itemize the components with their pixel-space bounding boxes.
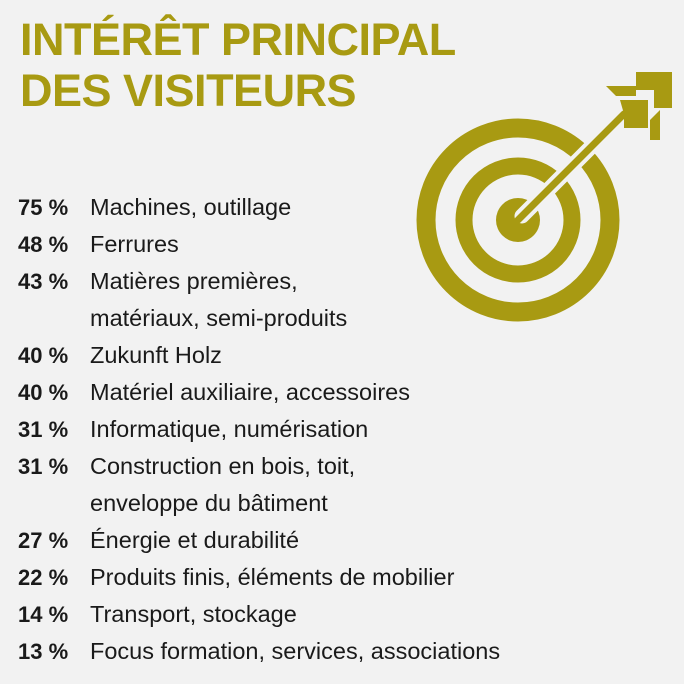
label-line: Informatique, numérisation bbox=[90, 416, 369, 442]
target-rings bbox=[416, 118, 620, 322]
label-line: Matières premières, bbox=[90, 268, 298, 294]
list-item: 31 % Informatique, numérisation bbox=[18, 411, 658, 448]
category-label: Focus formation, services, associations bbox=[90, 633, 500, 670]
category-label: Ferrures bbox=[90, 226, 179, 263]
list-item: 14 % Transport, stockage bbox=[18, 596, 658, 633]
list-item: 31 % Construction en bois, toit, envelop… bbox=[18, 448, 658, 522]
category-label: Transport, stockage bbox=[90, 596, 297, 633]
category-label: Machines, outillage bbox=[90, 189, 291, 226]
percentage: 22 % bbox=[18, 565, 69, 590]
label-line: Transport, stockage bbox=[90, 601, 297, 627]
percentage: 40 % bbox=[18, 343, 69, 368]
target-arrow-icon bbox=[416, 72, 672, 322]
percentage: 14 % bbox=[18, 602, 69, 627]
page-title: INTÉRÊT PRINCIPAL DES VISITEURS bbox=[20, 14, 456, 116]
list-item: 13 % Focus formation, services, associat… bbox=[18, 633, 658, 670]
list-item: 48 % Ferrures bbox=[18, 226, 658, 263]
label-line: Machines, outillage bbox=[90, 194, 292, 220]
list-item: 22 % Produits finis, éléments de mobilie… bbox=[18, 559, 658, 596]
label-line: Focus formation, services, associations bbox=[90, 638, 501, 664]
list-item: 40 % Matériel auxiliaire, accessoires bbox=[18, 374, 658, 411]
list-item: 27 % Énergie et durabilité bbox=[18, 522, 658, 559]
label-line: Matériel auxiliaire, accessoires bbox=[90, 379, 410, 405]
arrow bbox=[514, 72, 672, 224]
percentage: 43 % bbox=[18, 269, 69, 294]
interest-list: 75 % Machines, outillage 48 % Ferrures 4… bbox=[18, 189, 658, 670]
list-item: 43 % Matières premières, matériaux, semi… bbox=[18, 263, 658, 337]
percentage: 13 % bbox=[18, 639, 69, 664]
label-line: Ferrures bbox=[90, 231, 179, 257]
label-line: matériaux, semi-produits bbox=[90, 305, 348, 331]
label-line: Produits finis, éléments de mobilier bbox=[90, 564, 455, 590]
percentage: 40 % bbox=[18, 380, 69, 405]
category-label: Produits finis, éléments de mobilier bbox=[90, 559, 454, 596]
category-label: Matières premières, matériaux, semi-prod… bbox=[90, 263, 347, 337]
category-label: Matériel auxiliaire, accessoires bbox=[90, 374, 410, 411]
list-item: 40 % Zukunft Holz bbox=[18, 337, 658, 374]
label-line: Zukunft Holz bbox=[90, 342, 222, 368]
list-item: 75 % Machines, outillage bbox=[18, 189, 658, 226]
title-line-1: INTÉRÊT PRINCIPAL bbox=[20, 14, 456, 65]
percentage: 48 % bbox=[18, 232, 69, 257]
category-label: Construction en bois, toit, enveloppe du… bbox=[90, 448, 355, 522]
label-line: Énergie et durabilité bbox=[90, 527, 300, 553]
category-label: Informatique, numérisation bbox=[90, 411, 368, 448]
label-line: enveloppe du bâtiment bbox=[90, 490, 328, 516]
percentage: 75 % bbox=[18, 195, 69, 220]
title-line-2: DES VISITEURS bbox=[20, 65, 357, 116]
percentage: 31 % bbox=[18, 454, 69, 479]
percentage: 27 % bbox=[18, 528, 69, 553]
label-line: Construction en bois, toit, bbox=[90, 453, 356, 479]
category-label: Zukunft Holz bbox=[90, 337, 222, 374]
percentage: 31 % bbox=[18, 417, 69, 442]
category-label: Énergie et durabilité bbox=[90, 522, 299, 559]
